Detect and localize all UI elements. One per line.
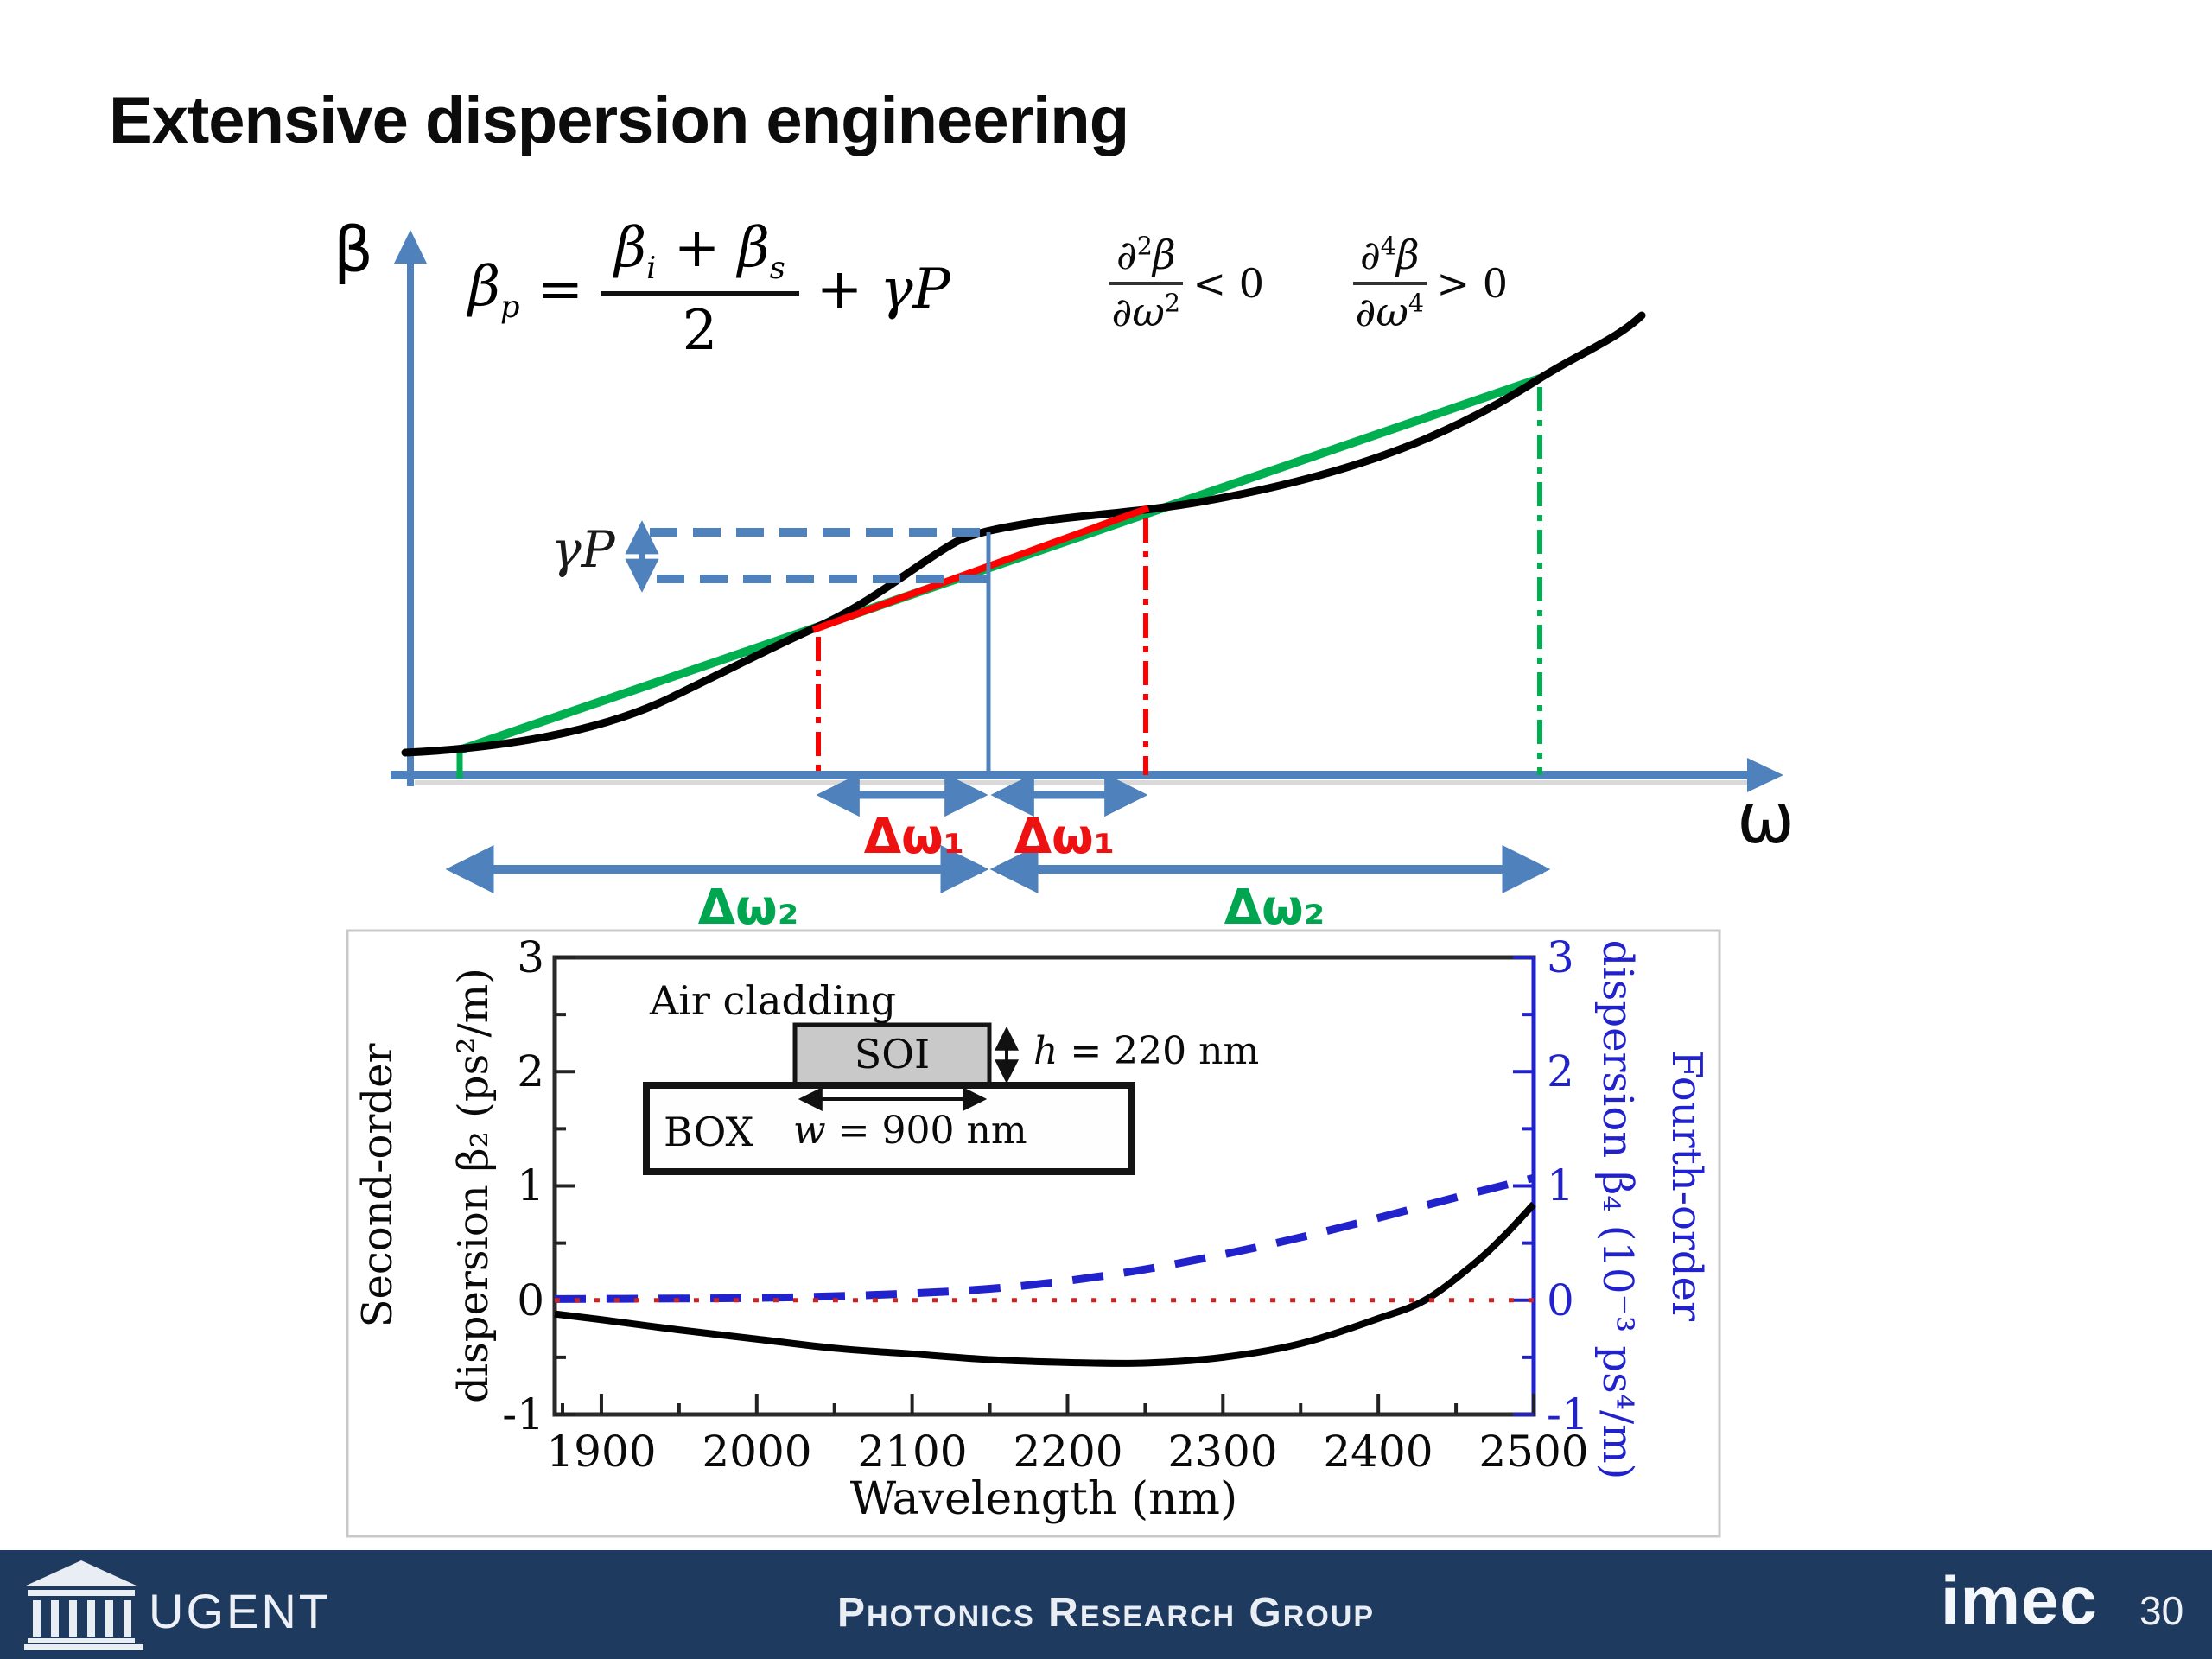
phase-matching-equation: βp = βi + βs 2 + γP — [468, 216, 950, 363]
dispersion-chart — [346, 929, 1721, 1538]
d2-denominator: ∂ω2 — [1111, 289, 1180, 335]
x-tick-2000: 2000 — [702, 1427, 812, 1477]
y-left-tick-1: 1 — [517, 1160, 544, 1211]
y-right-tick-0: 0 — [1547, 1275, 1574, 1325]
box-label: BOX — [664, 1109, 754, 1155]
beta-axis-label: β — [334, 213, 373, 286]
x-tick-2100: 2100 — [857, 1427, 968, 1477]
d4-fraction: ∂4β ∂ω4 — [1353, 232, 1427, 335]
y-left-title-line2: dispersion β₂ (ps²/m) — [449, 968, 498, 1403]
delta-omega1-left-label: Δω₁ — [863, 809, 965, 865]
fraction-numerator: βi + βs — [601, 216, 799, 296]
y-right-tick-1: 1 — [1547, 1160, 1574, 1211]
footer-university: UGENT — [149, 1584, 331, 1638]
equals-sign: = — [537, 257, 584, 321]
x-axis-title: Wavelength (nm) — [849, 1473, 1238, 1525]
y-left-tick-2: 2 — [517, 1046, 544, 1096]
y-left-tick-0: 0 — [517, 1275, 544, 1325]
x-tick-1900: 1900 — [546, 1427, 657, 1477]
y-right-title-line1: dispersion β₄ (10⁻³ ps⁴/m) — [1593, 939, 1642, 1480]
d4-denominator: ∂ω4 — [1355, 289, 1424, 335]
x-tick-2500: 2500 — [1478, 1427, 1589, 1477]
ugent-logo-icon — [24, 1560, 143, 1650]
plus-sign: + — [816, 257, 863, 321]
figure-border — [346, 929, 1721, 1538]
d2-numerator: ∂2β — [1109, 232, 1183, 285]
plot-frame — [552, 955, 1536, 1417]
series-dashed — [554, 1173, 1535, 1303]
y-right-title-line2: Fourth-order — [1662, 1050, 1711, 1321]
x-tick-2200: 2200 — [1013, 1427, 1123, 1477]
footer-bar — [0, 1550, 2212, 1659]
gamma-p-term: γP — [880, 257, 950, 321]
y-right-tick-m1: -1 — [1547, 1389, 1589, 1440]
beta-omega-diagram — [391, 230, 1783, 893]
equation-fraction: βi + βs 2 — [601, 216, 799, 363]
height-label: h = 220 nm — [1033, 1029, 1260, 1073]
axis-ticks — [555, 956, 1535, 1416]
footer-group-name: Photonics Research Group — [837, 1590, 1375, 1636]
y-left-tick-3: 3 — [517, 932, 544, 982]
y-left-tick-m1: -1 — [502, 1389, 544, 1440]
delta-omega1-right-label: Δω₁ — [1014, 809, 1116, 865]
beta-axis-arrowhead — [394, 230, 427, 264]
width-label: w = 900 nm — [793, 1109, 1027, 1153]
footer-imec-logo: imec — [1941, 1562, 2098, 1638]
omega-axis-arrowhead — [1747, 758, 1783, 792]
slide-title: Extensive dispersion engineering — [109, 84, 1129, 157]
x-tick-2300: 2300 — [1167, 1427, 1278, 1477]
d2-fraction: ∂2β ∂ω2 — [1109, 232, 1183, 335]
y-left-title-line1: Second-order — [353, 1043, 402, 1328]
fraction-denominator: 2 — [682, 298, 718, 363]
dispersion-curve — [401, 311, 1646, 757]
delta-omega2-left-label: Δω₂ — [697, 880, 799, 936]
gamma-p-label: γP — [551, 520, 615, 579]
d4-numerator: ∂4β — [1353, 232, 1427, 285]
red-chord-line — [811, 505, 1150, 633]
d2-relation: < 0 — [1192, 260, 1264, 307]
x-tick-2400: 2400 — [1323, 1427, 1433, 1477]
omega-axis-label: ω — [1737, 779, 1795, 859]
footer-page-number: 30 — [2139, 1588, 2184, 1633]
second-derivative-condition: ∂2β ∂ω2 < 0 — [1109, 232, 1264, 335]
y-right-tick-3: 3 — [1547, 932, 1574, 982]
delta-omega2-right-label: Δω₂ — [1224, 880, 1325, 936]
fourth-derivative-condition: ∂4β ∂ω4 > 0 — [1353, 232, 1508, 335]
series-solid — [554, 1201, 1536, 1367]
air-cladding-label: Air cladding — [650, 977, 897, 1024]
equation-lhs: βp — [468, 254, 520, 325]
waveguide-inset — [643, 1022, 1135, 1175]
y-right-tick-2: 2 — [1547, 1046, 1574, 1096]
soi-label: SOI — [854, 1031, 931, 1077]
chart-curves — [554, 1173, 1536, 1367]
d4-relation: > 0 — [1436, 260, 1508, 307]
